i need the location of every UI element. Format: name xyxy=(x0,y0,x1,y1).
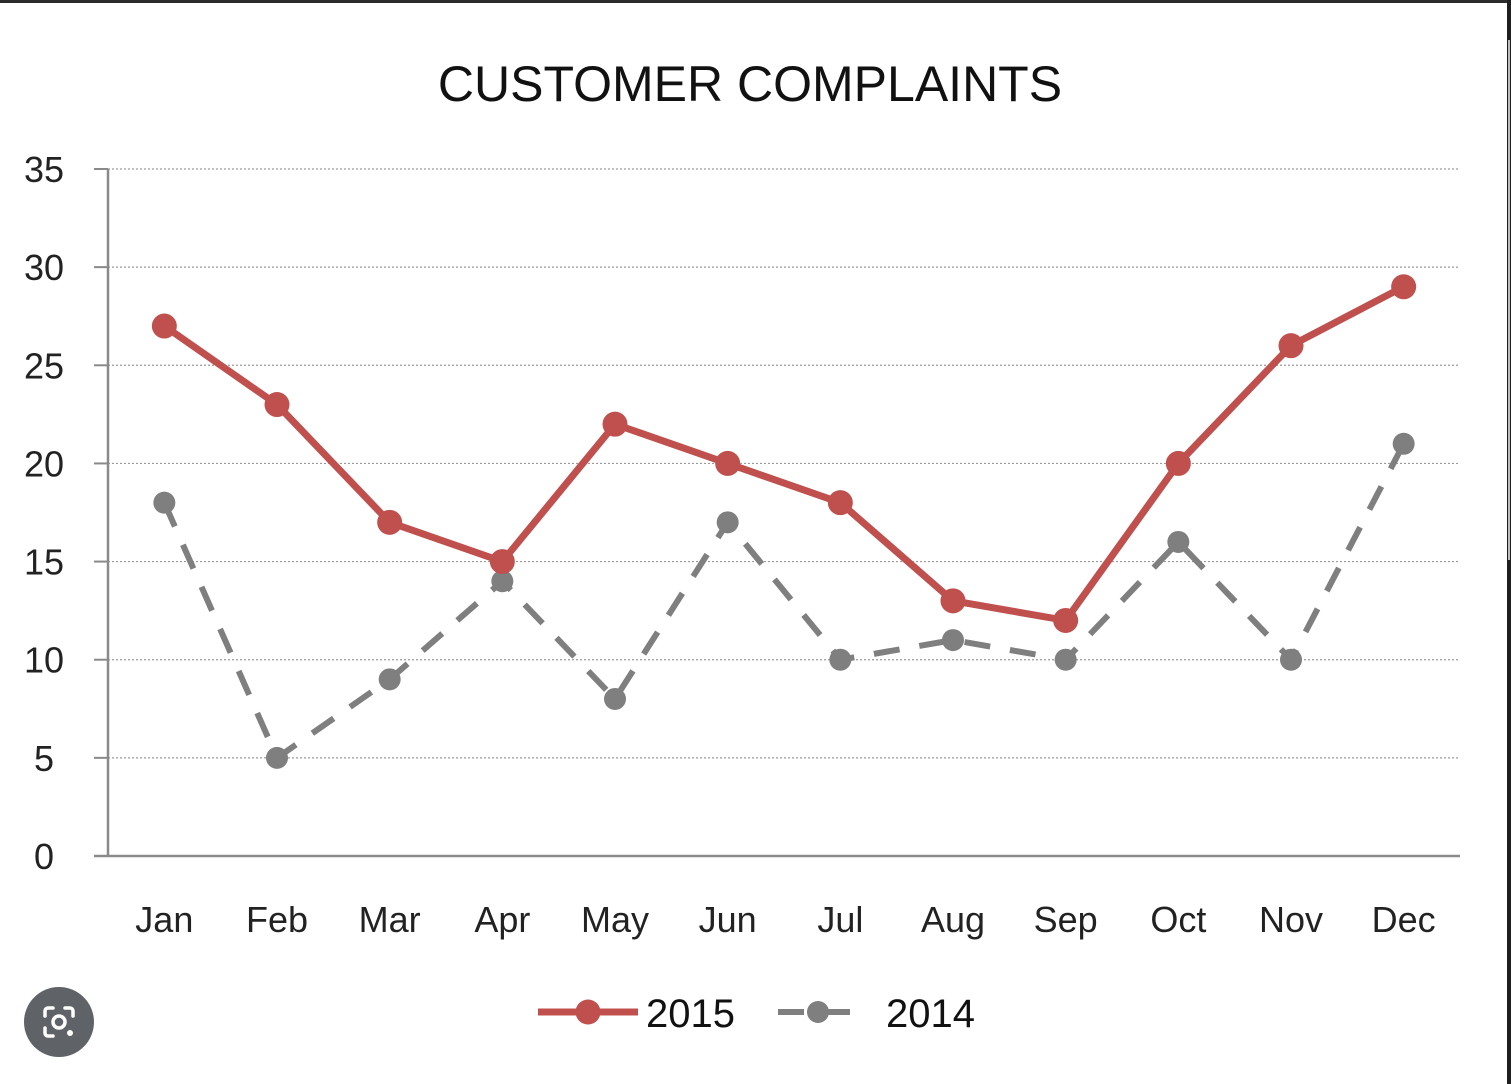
y-tick-label-25: 25 xyxy=(24,345,64,386)
gridlines xyxy=(108,168,1460,759)
series-2015 xyxy=(151,274,1417,633)
y-tick-label-15: 15 xyxy=(24,542,64,583)
point-2014-feb xyxy=(266,746,288,769)
point-2015-sep xyxy=(1053,607,1079,633)
point-2014-apr xyxy=(491,570,514,593)
x-tick-label-aug: Aug xyxy=(921,899,985,940)
google-lens-icon xyxy=(43,1006,75,1038)
legend-label-2015: 2015 xyxy=(646,992,735,1036)
google-lens-button[interactable] xyxy=(24,987,94,1057)
legend-swatch-marker-2014 xyxy=(807,1001,829,1023)
legend-item-2014: 2014 xyxy=(778,992,975,1036)
x-tick-label-dec: Dec xyxy=(1372,899,1436,940)
x-tick-label-oct: Oct xyxy=(1150,899,1206,940)
y-tick-label-0: 0 xyxy=(34,836,54,877)
series-line-2014 xyxy=(161,442,1407,761)
point-2014-jan xyxy=(153,491,176,514)
legend-item-2015: 2015 xyxy=(538,992,735,1036)
top-border xyxy=(0,0,1511,3)
x-axis-ticks: Jan Feb Mar Apr May Jun Jul Aug Sep Oct Nov Dec xyxy=(135,899,1435,940)
x-tick-label-may: May xyxy=(581,899,649,940)
x-tick-label-apr: Apr xyxy=(474,899,530,940)
point-2015-aug xyxy=(940,588,966,614)
legend-label-2014: 2014 xyxy=(886,992,975,1036)
x-tick-label-feb: Feb xyxy=(246,899,308,940)
x-tick-label-jun: Jun xyxy=(699,899,757,940)
y-tick-label-10: 10 xyxy=(24,640,64,681)
axes xyxy=(94,168,1460,858)
x-tick-label-sep: Sep xyxy=(1034,899,1098,940)
point-2015-apr xyxy=(489,549,515,575)
point-2014-sep xyxy=(1054,648,1077,671)
point-2015-jan xyxy=(151,313,177,339)
point-2015-jun xyxy=(715,450,741,476)
y-tick-label-5: 5 xyxy=(34,738,54,779)
x-tick-label-mar: Mar xyxy=(359,899,421,940)
point-2015-oct xyxy=(1165,450,1191,476)
point-2014-may xyxy=(604,687,626,710)
point-2014-nov xyxy=(1280,648,1302,671)
point-2014-mar xyxy=(378,668,401,691)
point-2014-dec xyxy=(1392,432,1415,455)
x-tick-label-nov: Nov xyxy=(1259,899,1323,940)
point-2014-jun xyxy=(716,511,739,534)
series-2014 xyxy=(153,432,1415,769)
y-tick-label-20: 20 xyxy=(24,443,64,484)
point-2014-aug xyxy=(942,629,964,652)
scrollbar-thumb[interactable] xyxy=(1508,40,1510,560)
x-tick-label-jul: Jul xyxy=(817,899,863,940)
point-2015-mar xyxy=(377,509,403,535)
point-2015-nov xyxy=(1278,333,1304,359)
point-2015-may xyxy=(602,411,628,437)
point-2015-jul xyxy=(827,490,853,516)
point-2014-oct xyxy=(1167,530,1190,553)
y-tick-label-30: 30 xyxy=(24,247,64,288)
series xyxy=(151,274,1417,769)
point-2015-feb xyxy=(264,392,290,418)
point-2014-jul xyxy=(829,648,852,671)
y-tick-label-35: 35 xyxy=(24,149,64,190)
legend-swatch-marker-2015 xyxy=(575,999,601,1025)
point-2015-dec xyxy=(1391,274,1417,300)
y-axis-ticks: 0 5 10 15 20 25 30 35 xyxy=(24,149,64,877)
chart-title: CUSTOMER COMPLAINTS xyxy=(438,56,1062,112)
series-line-2015 xyxy=(160,283,1408,624)
legend: 2015 2014 xyxy=(538,992,975,1036)
x-tick-label-jan: Jan xyxy=(135,899,193,940)
